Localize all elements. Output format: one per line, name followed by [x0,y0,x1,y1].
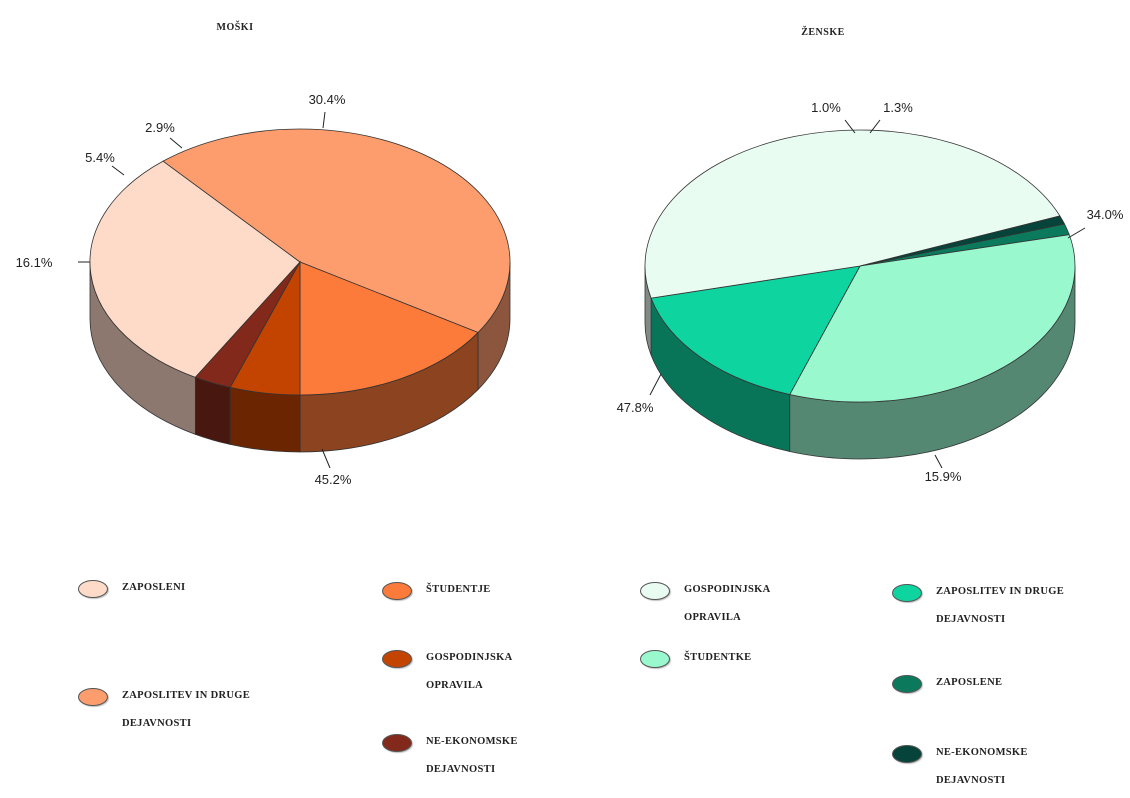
legend-label: ŠTUDENTKE [684,644,751,672]
data-label-ne-ekonomske-dejavnosti: 1.0% [811,100,841,115]
legend-label-line: OPRAVILA [684,612,742,623]
leader-line [869,119,881,134]
legend-item-gospodinjska-opravila: GOSPODINJSKA OPRAVILA [382,650,512,700]
legend-label-line: GOSPODINJSKA [426,652,513,663]
pie-labels: 30.4% 45.2% 16.1% 5.4% 2.9% [16,92,352,487]
legend-label-line: ZAPOSLITEV IN DRUGE [936,586,1065,597]
pie-slice-zaposlitev-in-druge-dejavnosti [650,265,861,395]
legend-label-line: DEJAVNOSTI [426,764,496,775]
leader-line [169,137,183,149]
legend-label: GOSPODINJSKA OPRAVILA [684,576,770,632]
data-label-zaposlene: 1.3% [883,100,913,115]
pie-slice-ne-ekonomske-dejavnosti [859,215,1066,267]
legend-label: ŠTUDENTJE [426,576,491,604]
legend-item-zaposlitev-in-druge-dejavnosti: ZAPOSLITEV IN DRUGE DEJAVNOSTI [78,688,250,738]
pie-sides [644,265,1076,460]
data-label-ne-ekonomske-dejavnosti: 2.9% [145,120,175,135]
data-label-gospodinjska-opravila: 47.8% [617,400,654,415]
legend-label: ZAPOSLENE [936,669,1002,697]
data-label-gospodinjska-opravila: 5.4% [85,150,115,165]
legend-item-studentje: ŠTUDENTJE [382,582,491,604]
legend-item-zaposleni: ZAPOSLENI [78,580,185,602]
legend-swatch [892,745,922,763]
pie-slices [89,128,511,396]
legend-swatch [382,650,412,668]
pie-labels: 1.3% 34.0% 15.9% 47.8% 1.0% [617,100,1124,484]
legend-item-zaposlitev-in-druge-dejavnosti: ZAPOSLITEV IN DRUGE DEJAVNOSTI [892,584,1064,634]
legend-label-line: OPRAVILA [426,680,484,691]
legend-label-line: ZAPOSLENI [122,582,186,593]
leader-line [844,119,856,134]
legend-swatch [892,584,922,602]
legend-item-ne-ekonomske-dejavnosti: NE-EKONOMSKE DEJAVNOSTI [382,734,518,784]
pie-slice-zaposleni [89,160,301,378]
data-label-studentje: 16.1% [16,255,53,270]
legend-swatch [382,734,412,752]
pie-chart-zenske: ŽENSKE 1.3% 34.0% 15.9% 47.8% 1.0% [617,26,1124,484]
pie-slice-studentje [299,261,479,396]
legend-label-line: ZAPOSLITEV IN DRUGE [122,690,251,701]
data-label-studentke: 34.0% [1087,207,1124,222]
pie-slice-ne-ekonomske-dejavnosti [194,261,301,388]
legend-label-line: DEJAVNOSTI [936,775,1006,786]
legend-label-line: ŠTUDENTKE [684,652,752,663]
legend-label-line: NE-EKONOMSKE [426,736,518,747]
legend-swatch [78,688,108,706]
legend-label-line: GOSPODINJSKA [684,584,771,595]
pie-slice-gospodinjska-opravila [644,129,1061,299]
legend-item-gospodinjska-opravila: GOSPODINJSKA OPRAVILA [640,582,770,632]
pie-chart-moski: MOŠKI 30.4% 45.2% 16.1% 5.4% 2.9% [16,20,511,487]
data-label-zaposlitev-in-druge-dejavnosti: 15.9% [925,469,962,484]
legend-label: ZAPOSLITEV IN DRUGE DEJAVNOSTI [122,682,250,738]
legend-label-line: ŠTUDENTJE [426,584,491,595]
leader-line [322,111,326,129]
legend-item-studentke: ŠTUDENTKE [640,650,751,672]
pie-side-gospodinjska-opravila [229,386,301,453]
chart-title: MOŠKI [217,20,254,33]
legend-swatch [640,582,670,600]
legend-label-line: DEJAVNOSTI [122,718,192,729]
data-label-zaposleni: 30.4% [309,92,346,107]
chart-title: ŽENSKE [801,26,845,38]
legend-label: GOSPODINJSKA OPRAVILA [426,644,512,700]
legend-swatch [78,580,108,598]
legend-label: NE-EKONOMSKE DEJAVNOSTI [936,739,1028,795]
legend-item-ne-ekonomske-dejavnosti: NE-EKONOMSKE DEJAVNOSTI [892,745,1028,795]
legend-label-line: ZAPOSLENE [936,677,1003,688]
pie-side-ne-ekonomske-dejavnosti [194,376,231,445]
pie-slice-zaposlitev-in-druge-dejavnosti [162,128,511,334]
pie-sides [89,261,511,453]
pie-slice-studentke [789,234,1076,403]
pie-slices [644,129,1076,403]
legend-swatch [382,582,412,600]
legend-label: ZAPOSLENI [122,574,185,602]
leader-line [111,165,125,176]
leader-line [649,373,662,396]
leader-line [934,454,943,469]
legend-label-line: DEJAVNOSTI [936,614,1006,625]
legend-label-line: NE-EKONOMSKE [936,747,1028,758]
leader-line [1067,227,1086,239]
legend-swatch [892,675,922,693]
legend-swatch [640,650,670,668]
legend-label: NE-EKONOMSKE DEJAVNOSTI [426,728,518,784]
data-label-zaposlitev-in-druge-dejavnosti: 45.2% [315,472,352,487]
legend-item-zaposlene: ZAPOSLENE [892,675,1002,697]
legend-label: ZAPOSLITEV IN DRUGE DEJAVNOSTI [936,578,1064,634]
leader-line [321,448,331,469]
